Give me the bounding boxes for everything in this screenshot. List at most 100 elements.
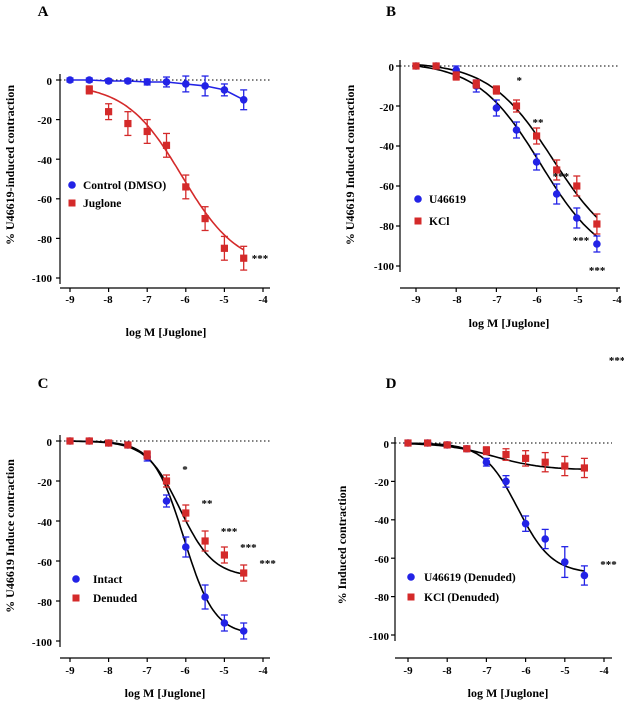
- legend-marker-circle: [72, 575, 80, 583]
- panel-c-axes: [56, 435, 270, 662]
- legend-marker-circle: [414, 195, 422, 203]
- data-point-square: [201, 537, 209, 545]
- panel-c: C % U46619 Induce contraction log M [Jug…: [3, 376, 276, 700]
- panel-b-x-tick-label: -8: [452, 294, 462, 306]
- panel-c-x-tick-label: -7: [142, 665, 152, 677]
- panel-b-annotations: ***************: [516, 75, 624, 367]
- significance-label: ***: [221, 526, 238, 538]
- data-point-circle: [162, 497, 171, 505]
- panel-b-y-tick-label: -60: [379, 181, 394, 193]
- panel-b-x-tick-label: -9: [411, 294, 421, 306]
- data-point-circle: [85, 76, 94, 84]
- panel-a-x-axis-title: log M [Juglone]: [126, 325, 207, 339]
- fit-curve: [89, 89, 245, 251]
- panel-a-curves: [70, 79, 245, 251]
- significance-label: ***: [589, 265, 606, 277]
- significance-label: ***: [573, 235, 590, 247]
- panel-c-curves: [70, 440, 244, 632]
- panel-d-x-tick-label: -7: [482, 665, 492, 677]
- panel-a-y-tick-label: -100: [32, 273, 53, 285]
- data-point-circle: [162, 78, 171, 86]
- panel-d-points: [404, 439, 589, 586]
- significance-label: **: [202, 498, 214, 510]
- panel-d-legend: U46619 (Denuded) KCl (Denuded): [407, 572, 516, 604]
- panel-c-y-tick-label: -40: [37, 517, 52, 529]
- panel-d-y-axis-title: % Induced contraction: [335, 485, 349, 604]
- data-point-circle: [573, 214, 581, 222]
- data-point-circle: [182, 543, 190, 551]
- panel-b-axes: [396, 60, 620, 292]
- data-point-square: [162, 477, 171, 485]
- data-point-circle: [552, 190, 561, 198]
- panel-c-x-tick-label: -8: [103, 665, 113, 677]
- significance-label: ***: [259, 558, 276, 570]
- panel-c-y-tick-label: -60: [37, 557, 52, 569]
- panel-d-legend-label: U46619 (Denuded): [424, 572, 516, 584]
- panel-a-y-tick-label: 0: [47, 76, 53, 88]
- fit-curve: [415, 65, 598, 238]
- panel-label-a: A: [38, 4, 49, 20]
- data-point-square: [512, 102, 521, 110]
- data-point-square: [553, 166, 561, 174]
- panel-c-legend: Intact Denuded: [72, 574, 138, 605]
- legend-marker-square: [68, 199, 76, 207]
- panel-b: B % U46619 Induced contraction log M [Ju…: [343, 4, 624, 367]
- legend-marker-circle: [68, 181, 76, 189]
- data-point-square: [452, 72, 460, 80]
- data-point-square: [472, 80, 480, 88]
- data-point-square: [561, 462, 569, 470]
- data-point-square: [502, 450, 510, 459]
- panel-a-legend: Control (DMSO) Juglone: [68, 180, 166, 210]
- data-point-square: [124, 441, 132, 449]
- data-point-square: [424, 439, 432, 447]
- panel-d: D % Induced contraction log M [Juglone] …: [335, 376, 617, 700]
- panel-d-x-axis-title: log M [Juglone]: [468, 686, 549, 700]
- panel-a-legend-label: Juglone: [83, 198, 121, 210]
- significance-label: **: [533, 117, 545, 129]
- data-point-circle: [201, 82, 209, 90]
- panel-b-x-tick-label: -4: [612, 294, 622, 306]
- data-point-square: [573, 182, 581, 190]
- data-point-circle: [502, 477, 510, 486]
- panel-a-x-tick-label: -9: [65, 294, 75, 306]
- data-point-circle: [561, 558, 569, 566]
- data-point-square: [182, 509, 190, 517]
- significance-label: ***: [240, 542, 257, 554]
- significance-label: ***: [609, 355, 624, 367]
- panel-a-y-tick-label: -40: [37, 155, 52, 167]
- panel-d-x-tick-label: -9: [403, 665, 413, 677]
- data-point-circle: [104, 77, 113, 85]
- panel-c-y-tick-label: -100: [32, 637, 53, 649]
- panel-d-x-tick-label: -5: [560, 665, 570, 677]
- significance-label: *: [516, 75, 522, 87]
- fit-curve: [408, 442, 585, 572]
- data-point-square: [432, 62, 440, 70]
- panel-d-x-tick-label: -6: [521, 665, 531, 677]
- panel-c-x-tick-label: -9: [65, 665, 75, 677]
- data-point-square: [404, 439, 412, 447]
- panel-a-y-axis-title: % U46619-induced contraction: [3, 85, 17, 245]
- data-point-square: [66, 437, 74, 445]
- panel-c-y-tick-label: -20: [37, 477, 52, 489]
- panel-d-y-tick-label: -60: [374, 554, 389, 566]
- panel-b-y-tick-label: -100: [374, 261, 395, 273]
- data-point-square: [541, 458, 549, 466]
- data-point-square: [482, 447, 490, 455]
- data-point-circle: [182, 80, 190, 88]
- data-point-square: [220, 244, 228, 252]
- data-point-square: [240, 569, 248, 577]
- data-point-circle: [492, 104, 501, 112]
- data-point-square: [201, 215, 209, 223]
- panel-c-legend-label: Denuded: [93, 593, 138, 605]
- data-point-circle: [532, 158, 541, 166]
- legend-marker-square: [414, 217, 422, 225]
- panel-c-annotations: ************: [182, 464, 276, 570]
- panel-d-annotations: ***: [600, 559, 617, 571]
- panel-a-x-tick-label: -8: [103, 294, 113, 306]
- panel-d-y-tick-label: -80: [374, 592, 389, 604]
- panel-c-y-tick-label: -80: [37, 597, 52, 609]
- panel-c-x-axis-title: log M [Juglone]: [125, 686, 206, 700]
- panel-a-annotations: ***: [252, 253, 269, 265]
- significance-label: ***: [600, 559, 617, 571]
